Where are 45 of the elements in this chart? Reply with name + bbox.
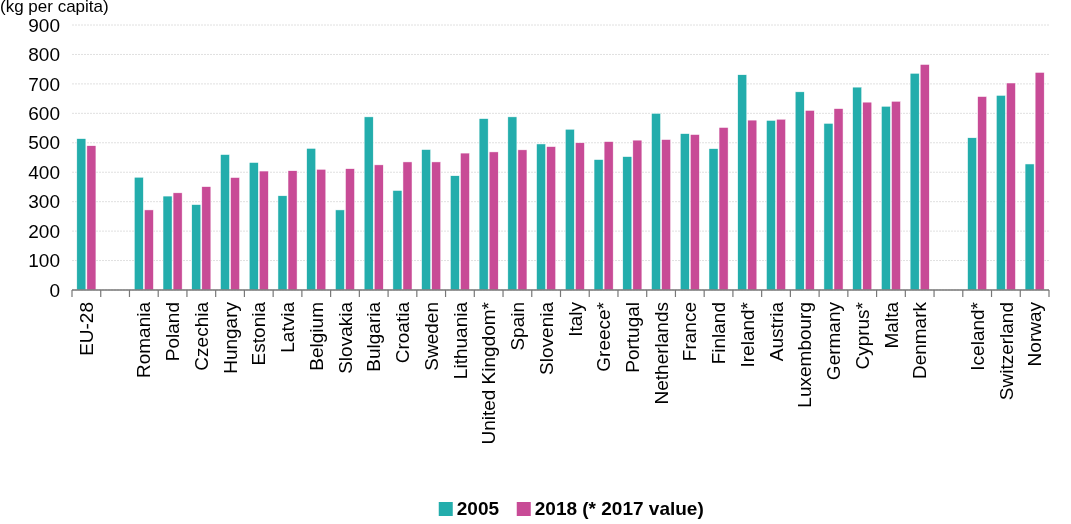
x-tick-label: Austria	[765, 301, 787, 362]
x-tick-label: Poland	[162, 302, 184, 362]
x-tick-label: Belgium	[305, 302, 327, 371]
x-tick-label: Latvia	[277, 301, 299, 353]
x-tick-label: Lithuania	[449, 301, 471, 380]
y-tick-label: 100	[28, 250, 60, 272]
x-tick-label: Slovakia	[334, 301, 356, 374]
y-tick-label: 700	[28, 73, 60, 95]
x-tick-label: Sweden	[420, 302, 442, 371]
x-tick-label: Spain	[507, 302, 529, 351]
x-tick-label: Greece*	[593, 301, 615, 372]
y-tick-label: 0	[49, 279, 60, 301]
x-tick-label: Netherlands	[650, 302, 672, 405]
x-tick-label: United Kingdom*	[478, 301, 500, 445]
y-tick-label: 900	[28, 14, 60, 36]
y-tick-label: 500	[28, 132, 60, 154]
y-tick-label: 200	[28, 220, 60, 242]
y-axis-title: (kg per capita)	[0, 0, 109, 16]
x-tick-label: Bulgaria	[363, 301, 385, 372]
x-tick-label: Croatia	[392, 301, 414, 364]
x-tick-label: Finland	[708, 302, 730, 365]
x-tick-label: Cyprus*	[851, 301, 873, 370]
x-tick-label: Estonia	[248, 301, 270, 366]
legend-label: 2005	[456, 498, 500, 519]
x-tick-label: Italy	[564, 301, 586, 337]
x-tick-label: Germany	[823, 301, 845, 381]
x-tick-label: Czechia	[190, 301, 212, 371]
legend-label: 2018 (* 2017 value)	[534, 498, 704, 519]
x-tick-label: Denmark	[909, 301, 931, 380]
x-tick-label: Ireland*	[736, 301, 758, 368]
x-tick-label: Malta	[880, 301, 902, 349]
y-tick-label: 600	[28, 102, 60, 124]
y-tick-label: 400	[28, 161, 60, 183]
x-tick-label: Switzerland	[995, 302, 1017, 401]
y-tick-label: 300	[28, 191, 60, 213]
x-tick-label: Hungary	[219, 301, 241, 374]
x-tick-label: Romania	[133, 301, 155, 379]
x-tick-label: Slovenia	[535, 301, 557, 375]
y-tick-label: 800	[28, 44, 60, 66]
x-tick-label: Portugal	[621, 302, 643, 373]
x-tick-label: Luxembourg	[794, 302, 816, 408]
x-tick-label: Iceland*	[966, 301, 988, 371]
x-tick-label: EU-28	[76, 302, 98, 356]
x-tick-label: France	[679, 302, 701, 362]
x-tick-label: Norway	[1024, 301, 1046, 367]
